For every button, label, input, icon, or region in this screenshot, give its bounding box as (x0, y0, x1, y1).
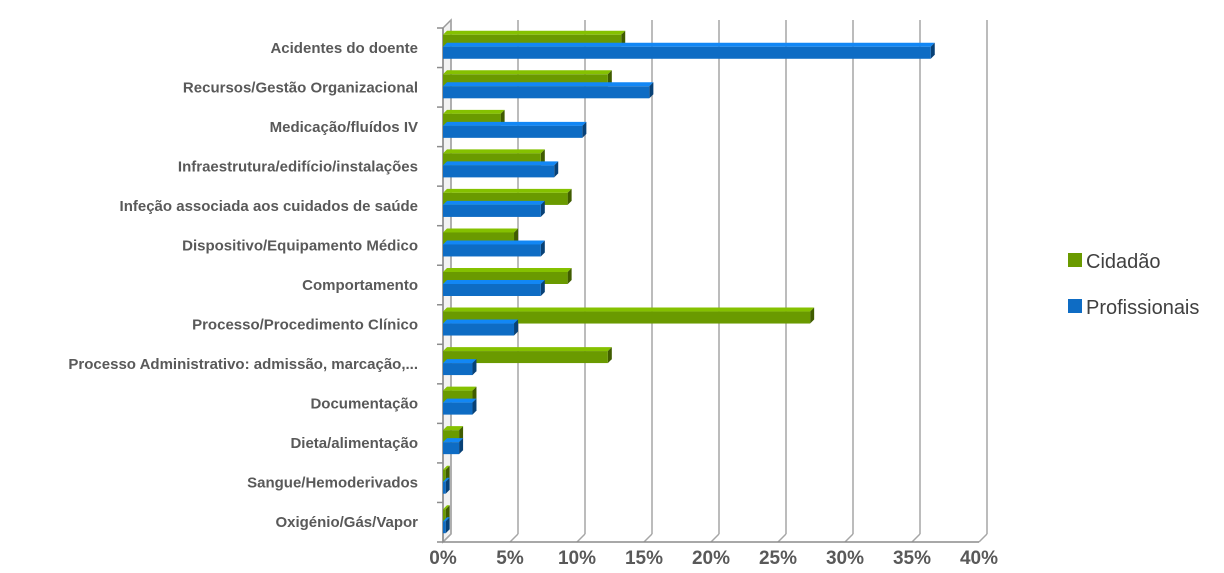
bar-profissionais (443, 201, 545, 217)
legend-swatch (1068, 253, 1082, 267)
category-label: Sangue/Hemoderivados (247, 475, 418, 492)
legend-swatch (1068, 299, 1082, 313)
bar-profissionais (443, 82, 653, 98)
bar-profissionais (443, 280, 545, 296)
x-tick-label: 15% (625, 548, 663, 569)
category-label: Acidentes do doente (270, 40, 418, 57)
x-tick-label: 5% (496, 548, 524, 569)
gridline-floor (979, 534, 987, 542)
category-label: Infraestrutura/edifício/instalações (178, 158, 418, 175)
x-tick-label: 10% (558, 548, 596, 569)
bar-profissionais (443, 43, 935, 59)
x-tick-labels: 0% 5% 10% 15% 20% 25% 30% 35% 40% (429, 548, 998, 569)
category-label: Oxigénio/Gás/Vapor (275, 514, 418, 531)
bar-profissionais (443, 240, 545, 256)
gridline-floor (577, 534, 585, 542)
category-label: Infeção associada aos cuidados de saúde (120, 198, 418, 215)
x-tick-label: 30% (826, 548, 864, 569)
x-tick-label: 40% (960, 548, 998, 569)
x-tick-label: 20% (692, 548, 730, 569)
bar-profissionais (443, 359, 476, 375)
bar-profissionais (443, 320, 518, 336)
category-label: Processo/Procedimento Clínico (192, 317, 418, 334)
bar-profissionais (443, 161, 558, 177)
x-tick-label: 35% (893, 548, 931, 569)
gridline-floor (845, 534, 853, 542)
gridline-floor (711, 534, 719, 542)
gridline-floor (510, 534, 518, 542)
x-tick-label: 0% (429, 548, 457, 569)
category-labels: Acidentes do doente Recursos/Gestão Organ… (68, 40, 418, 531)
legend-label: Cidadão (1086, 251, 1161, 273)
gridline-floor (778, 534, 786, 542)
category-label: Documentação (310, 396, 418, 413)
bar-profissionais (443, 122, 586, 138)
gridline-floor (644, 534, 652, 542)
category-label: Comportamento (302, 277, 418, 294)
x-tick-label: 25% (759, 548, 797, 569)
bar-profissionais (443, 438, 463, 454)
category-label: Dispositivo/Equipamento Médico (182, 237, 418, 254)
bar-profissionais (443, 399, 476, 415)
category-label: Processo Administrativo: admissão, marca… (68, 356, 418, 373)
category-label: Recursos/Gestão Organizacional (183, 79, 418, 96)
gridline-floor (912, 534, 920, 542)
category-label: Medicação/fluídos IV (270, 119, 418, 136)
category-label: Dieta/alimentação (290, 435, 418, 452)
legend: Cidadão Profissionais (1068, 251, 1199, 319)
legend-label: Profissionais (1086, 297, 1199, 319)
bars (443, 31, 935, 533)
